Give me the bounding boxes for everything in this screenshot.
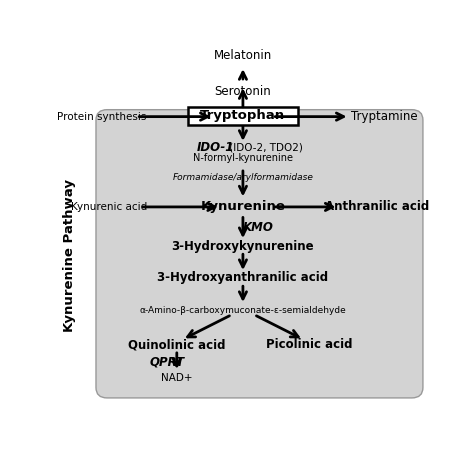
Text: Kynurenine Pathway: Kynurenine Pathway — [63, 179, 76, 332]
Text: Protein synthesis: Protein synthesis — [57, 112, 146, 122]
Text: Tryptophan: Tryptophan — [201, 110, 285, 122]
Text: IDO-1: IDO-1 — [197, 141, 234, 154]
Text: NAD+: NAD+ — [161, 373, 192, 383]
Text: (IDO-2, TDO2): (IDO-2, TDO2) — [226, 143, 302, 153]
Text: Kynurenic acid: Kynurenic acid — [71, 202, 147, 212]
Text: Serotonin: Serotonin — [215, 85, 271, 98]
Text: Picolinic acid: Picolinic acid — [266, 338, 352, 351]
Text: Anthranilic acid: Anthranilic acid — [325, 200, 429, 213]
Text: N-formyl-kynurenine: N-formyl-kynurenine — [193, 153, 293, 163]
Text: Melatonin: Melatonin — [214, 49, 272, 62]
Text: α-Amino-β-carboxymuconate-ε-semialdehyde: α-Amino-β-carboxymuconate-ε-semialdehyde — [139, 306, 346, 315]
Text: 3-Hydroxyanthranilic acid: 3-Hydroxyanthranilic acid — [157, 271, 328, 284]
FancyBboxPatch shape — [96, 110, 423, 398]
Text: Formamidase/arylformamidase: Formamidase/arylformamidase — [173, 173, 313, 182]
Text: Quinolinic acid: Quinolinic acid — [128, 338, 226, 351]
Text: 3-Hydroxykynurenine: 3-Hydroxykynurenine — [172, 239, 314, 253]
Text: Kynurenine: Kynurenine — [201, 200, 285, 213]
FancyBboxPatch shape — [188, 106, 298, 125]
Text: KMO: KMO — [243, 221, 274, 234]
Text: QPRT: QPRT — [149, 356, 184, 369]
Text: Tryptamine: Tryptamine — [351, 110, 418, 123]
